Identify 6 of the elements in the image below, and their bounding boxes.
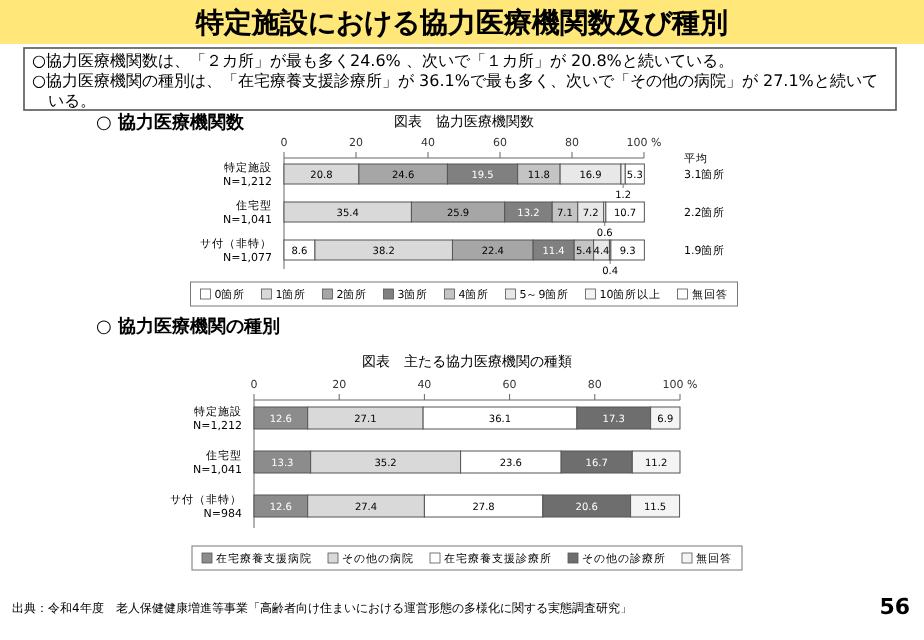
text: ○協力医療機関の種別は、「在宅療養支援診療所」が 36.1%で最も多く、次いで「その他の病院」が 27.1%と続いている。 [32,72,878,110]
text: ○ 協力医療機関数 [96,112,246,134]
text: ○ 協力医療機関の種別 [96,316,280,338]
text: 56 [879,594,911,620]
text: ○協力医療機関数は、「２カ所」が最も多く24.6% 、次いで「１カ所」が 20.8%と続いている。 [32,52,734,70]
text: 特定施設における協力医療機関数及び種別 [194,6,728,40]
